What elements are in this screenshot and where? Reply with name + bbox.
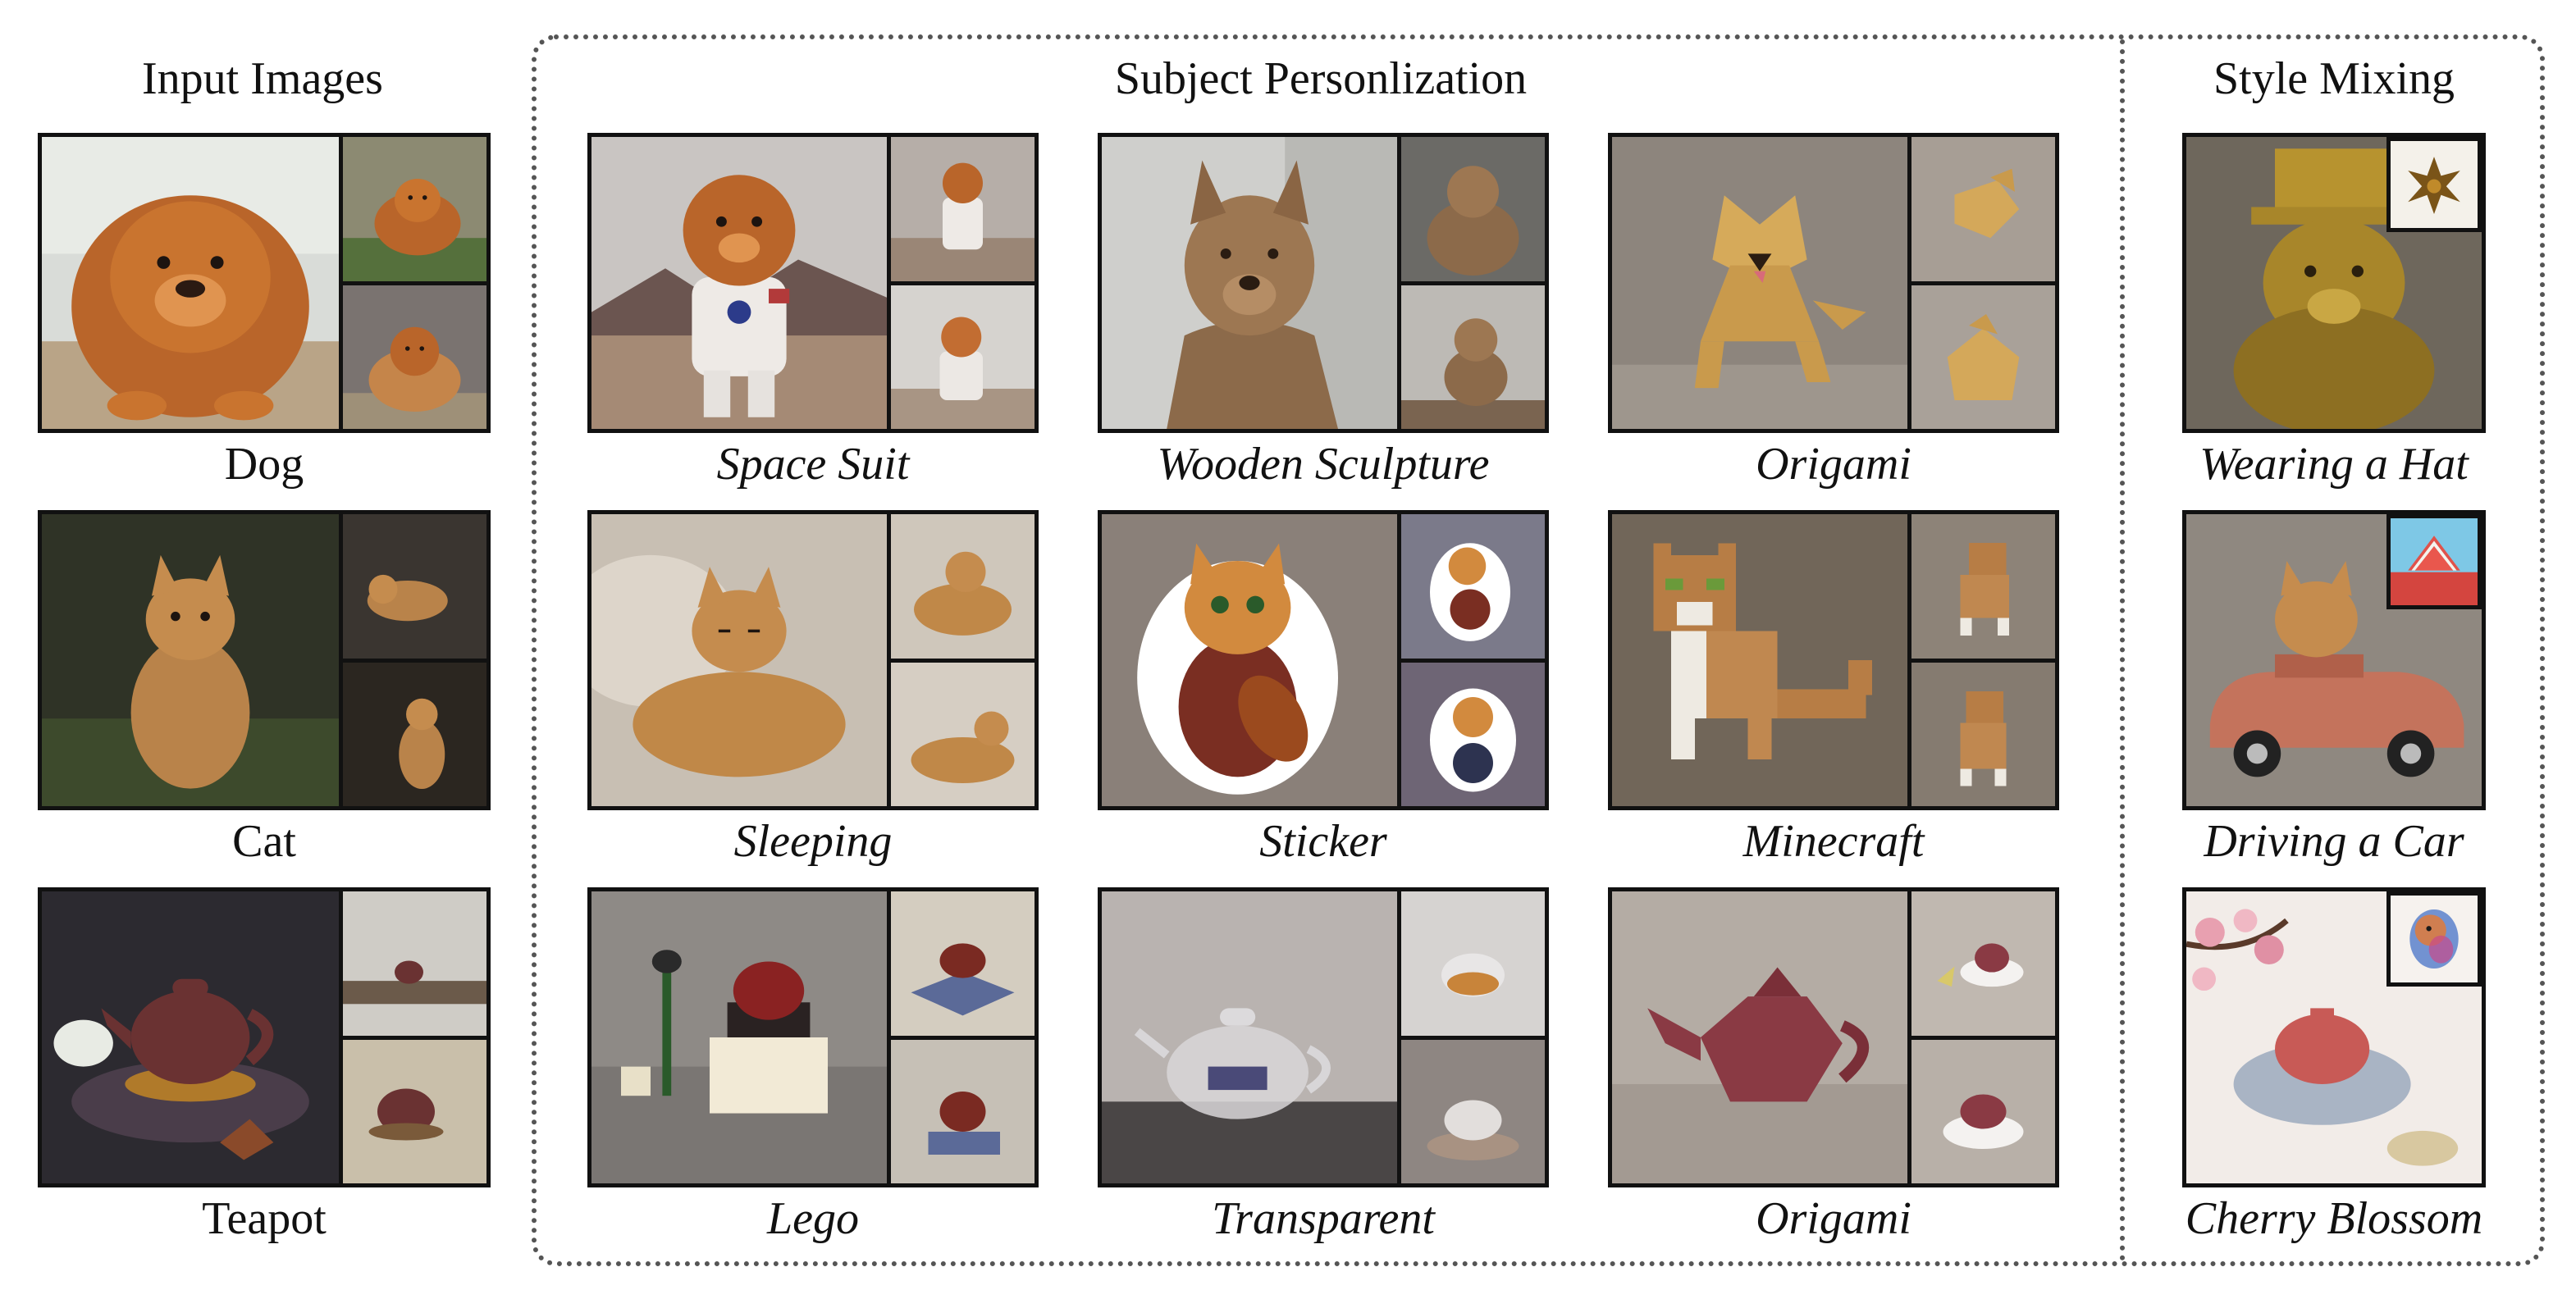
wearing-a-hat-image bbox=[2182, 133, 2486, 433]
input-cat-image bbox=[38, 510, 491, 810]
input-teapot-image bbox=[38, 887, 491, 1187]
sleeping-label: Sleeping bbox=[733, 816, 893, 867]
driving-a-car-label: Driving a Car bbox=[2204, 816, 2464, 867]
subject-style-divider bbox=[2120, 39, 2125, 1261]
lego-image bbox=[587, 887, 1039, 1187]
lego-label: Lego bbox=[767, 1193, 859, 1244]
sticker-image bbox=[1098, 510, 1549, 810]
minecraft-label: Minecraft bbox=[1742, 816, 1925, 867]
origami-dog-label: Origami bbox=[1756, 439, 1911, 490]
wearing-a-hat-label: Wearing a Hat bbox=[2199, 439, 2469, 490]
transparent-label: Transparent bbox=[1212, 1193, 1435, 1244]
sleeping-image bbox=[587, 510, 1039, 810]
origami-teapot-label: Origami bbox=[1756, 1193, 1911, 1244]
cherry-blossom-label: Cherry Blossom bbox=[2185, 1193, 2483, 1244]
input-dog-label: Dog bbox=[224, 439, 304, 490]
wooden-sculpture-label: Wooden Sculpture bbox=[1157, 439, 1490, 490]
subject-style-outline bbox=[532, 34, 2545, 1266]
space-suit-image bbox=[587, 133, 1039, 433]
driving-a-car-image bbox=[2182, 510, 2486, 810]
sticker-label: Sticker bbox=[1259, 816, 1387, 867]
cherry-blossom-image bbox=[2182, 887, 2486, 1187]
transparent-image bbox=[1098, 887, 1549, 1187]
input-teapot-label: Teapot bbox=[202, 1193, 327, 1244]
minecraft-image bbox=[1608, 510, 2059, 810]
style-mixing-title: Style Mixing bbox=[2213, 53, 2455, 104]
subject-personalization-title: Subject Personlization bbox=[1114, 53, 1528, 104]
input-dog-image bbox=[38, 133, 491, 433]
origami-teapot-image bbox=[1608, 887, 2059, 1187]
space-suit-label: Space Suit bbox=[716, 439, 910, 490]
input-images-title: Input Images bbox=[142, 53, 383, 104]
origami-dog-image bbox=[1608, 133, 2059, 433]
input-cat-label: Cat bbox=[232, 816, 296, 867]
wooden-sculpture-image bbox=[1098, 133, 1549, 433]
